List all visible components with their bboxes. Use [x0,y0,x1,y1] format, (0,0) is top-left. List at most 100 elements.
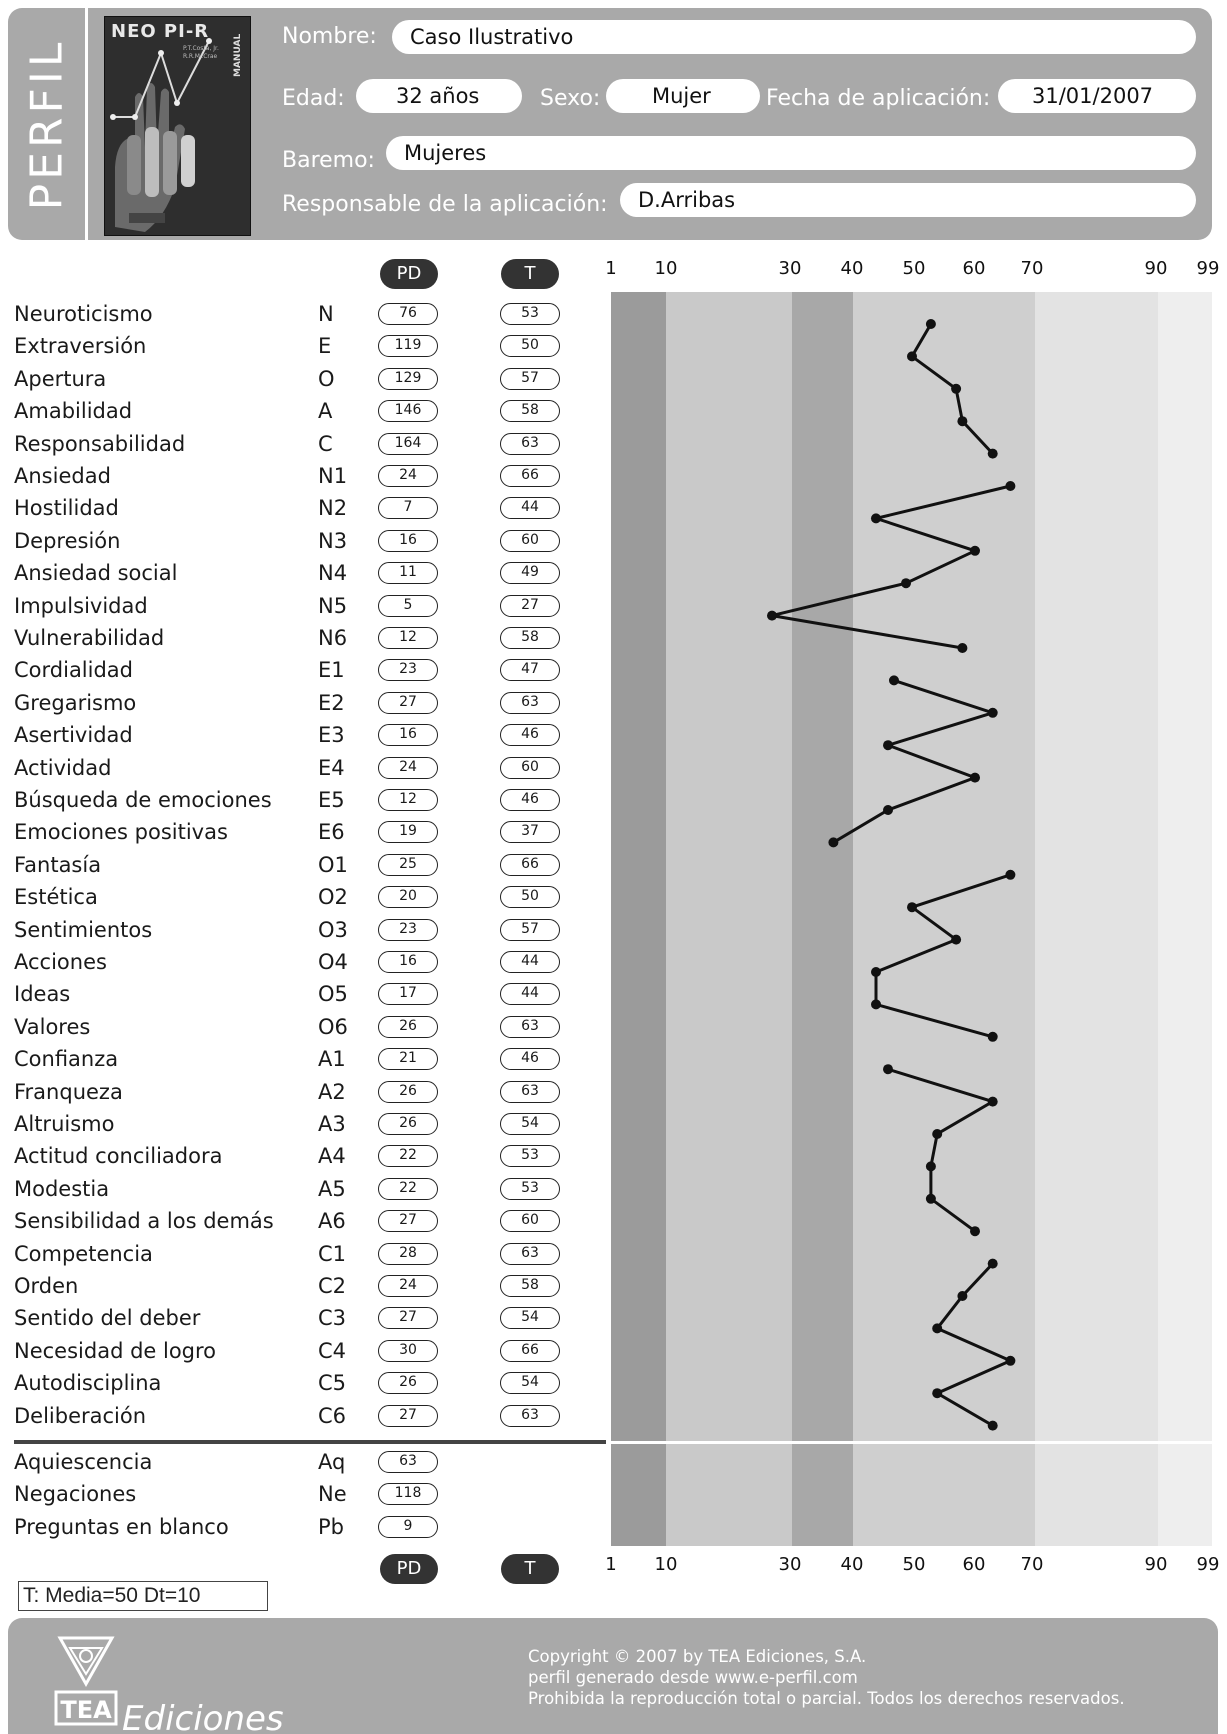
scale-name: Estética [14,885,98,910]
scale-code: A [318,399,333,424]
validity-pd-score: 118 [378,1483,438,1506]
scale-code: O2 [318,885,348,910]
scale-code: N6 [318,626,348,650]
scale-name: Vulnerabilidad [14,626,165,650]
profile-point [828,837,839,848]
nombre-label: Nombre: [282,24,377,49]
pd-score: 76 [378,303,438,325]
pd-score: 16 [378,951,438,973]
scale-tick-label: 1 [605,258,617,279]
scale-code: N1 [318,464,348,488]
scale-tick-label: 10 [654,1554,678,1575]
profile-point [987,707,998,718]
t-column-footer: T [501,1554,559,1584]
validity-pd-score: 63 [378,1451,438,1473]
responsable-field: D.Arribas [620,183,1196,217]
pd-score: 20 [378,886,438,909]
t-score: 58 [500,400,560,423]
pd-score: 23 [378,918,438,941]
scale-name: Modestia [14,1176,110,1201]
scale-name: Actividad [14,755,112,780]
scale-name: Neuroticismo [14,302,153,326]
scale-name: Necesidad de logro [14,1338,217,1363]
profile-point [987,1096,998,1107]
pd-score: 27 [378,1210,438,1233]
pd-score: 129 [378,367,438,390]
separator-line [14,1440,606,1444]
pd-score: 16 [378,529,438,552]
profile-point [871,999,881,1010]
pd-score: 12 [378,627,438,649]
t-score: 66 [500,1339,560,1362]
t-score: 63 [500,691,560,714]
scale-tick-label: 90 [1144,1554,1168,1575]
scale-code: A1 [318,1047,346,1072]
t-score: 44 [500,983,560,1006]
profile-point [883,1064,893,1075]
profile-point [957,1291,968,1301]
t-score: 66 [500,465,560,487]
t-score: 49 [500,562,560,585]
scale-code: A5 [318,1176,346,1201]
profile-point [957,416,968,427]
profile-line [874,873,1011,1039]
scale-code: E2 [318,690,345,715]
profile-point [871,967,881,977]
pd-score: 21 [378,1048,438,1071]
pd-score: 23 [378,659,438,682]
scale-tick-label: 60 [962,258,986,279]
profile-point [1005,1355,1016,1366]
pd-score: 24 [378,1275,438,1297]
t-score: 53 [500,1145,560,1168]
band-1-10 [611,292,666,1546]
pd-score: 25 [378,853,438,876]
profile-point [907,902,917,913]
scale-tick-label: 30 [778,1554,802,1575]
profile-point [1005,869,1016,880]
profile-point [871,513,881,524]
scale-code: E5 [318,788,345,812]
scale-code: O6 [318,1014,348,1039]
t-score: 54 [500,1372,560,1395]
band-90-99 [1158,292,1212,1546]
t-score: 63 [500,432,560,455]
scale-tick-label: 70 [1020,1554,1044,1575]
scale-code: C2 [318,1274,347,1298]
profile-point [957,643,968,653]
pd-score: 5 [378,594,438,617]
scale-name: Apertura [14,366,107,391]
svg-text:TEA: TEA [60,1696,112,1724]
scale-name: Deliberación [14,1403,147,1428]
t-score: 63 [500,1015,560,1038]
profile-point [987,1258,998,1269]
profile-point [951,383,962,394]
scale-name: Gregarismo [14,690,137,715]
pd-score: 11 [378,562,438,585]
footer-panel [8,1618,1218,1734]
scale-code: A3 [318,1112,346,1136]
pd-score: 24 [378,756,438,779]
chart-separator [611,1441,1212,1444]
pd-score: 164 [378,432,438,455]
band-30-40 [792,292,853,1546]
scale-code: N [318,302,334,326]
baremo-field: Mujeres [386,136,1196,170]
scale-code: E4 [318,755,345,780]
profile-point [970,545,980,556]
t-score: 46 [500,789,560,811]
t-score: 44 [500,951,560,973]
scale-name: Búsqueda de emociones [14,788,272,812]
pd-score: 22 [378,1145,438,1168]
band-70-90 [1035,292,1158,1546]
t-score: 47 [500,659,560,682]
t-score: 66 [500,853,560,876]
scale-name: Ansiedad social [14,561,178,586]
pd-score: 146 [378,400,438,423]
profile-point [987,448,998,459]
pd-score: 24 [378,465,438,487]
scale-code: C6 [318,1403,347,1428]
profile-point [883,740,893,751]
scale-name: Cordialidad [14,658,134,683]
pd-score: 26 [378,1372,438,1395]
scale-name: Orden [14,1274,79,1298]
